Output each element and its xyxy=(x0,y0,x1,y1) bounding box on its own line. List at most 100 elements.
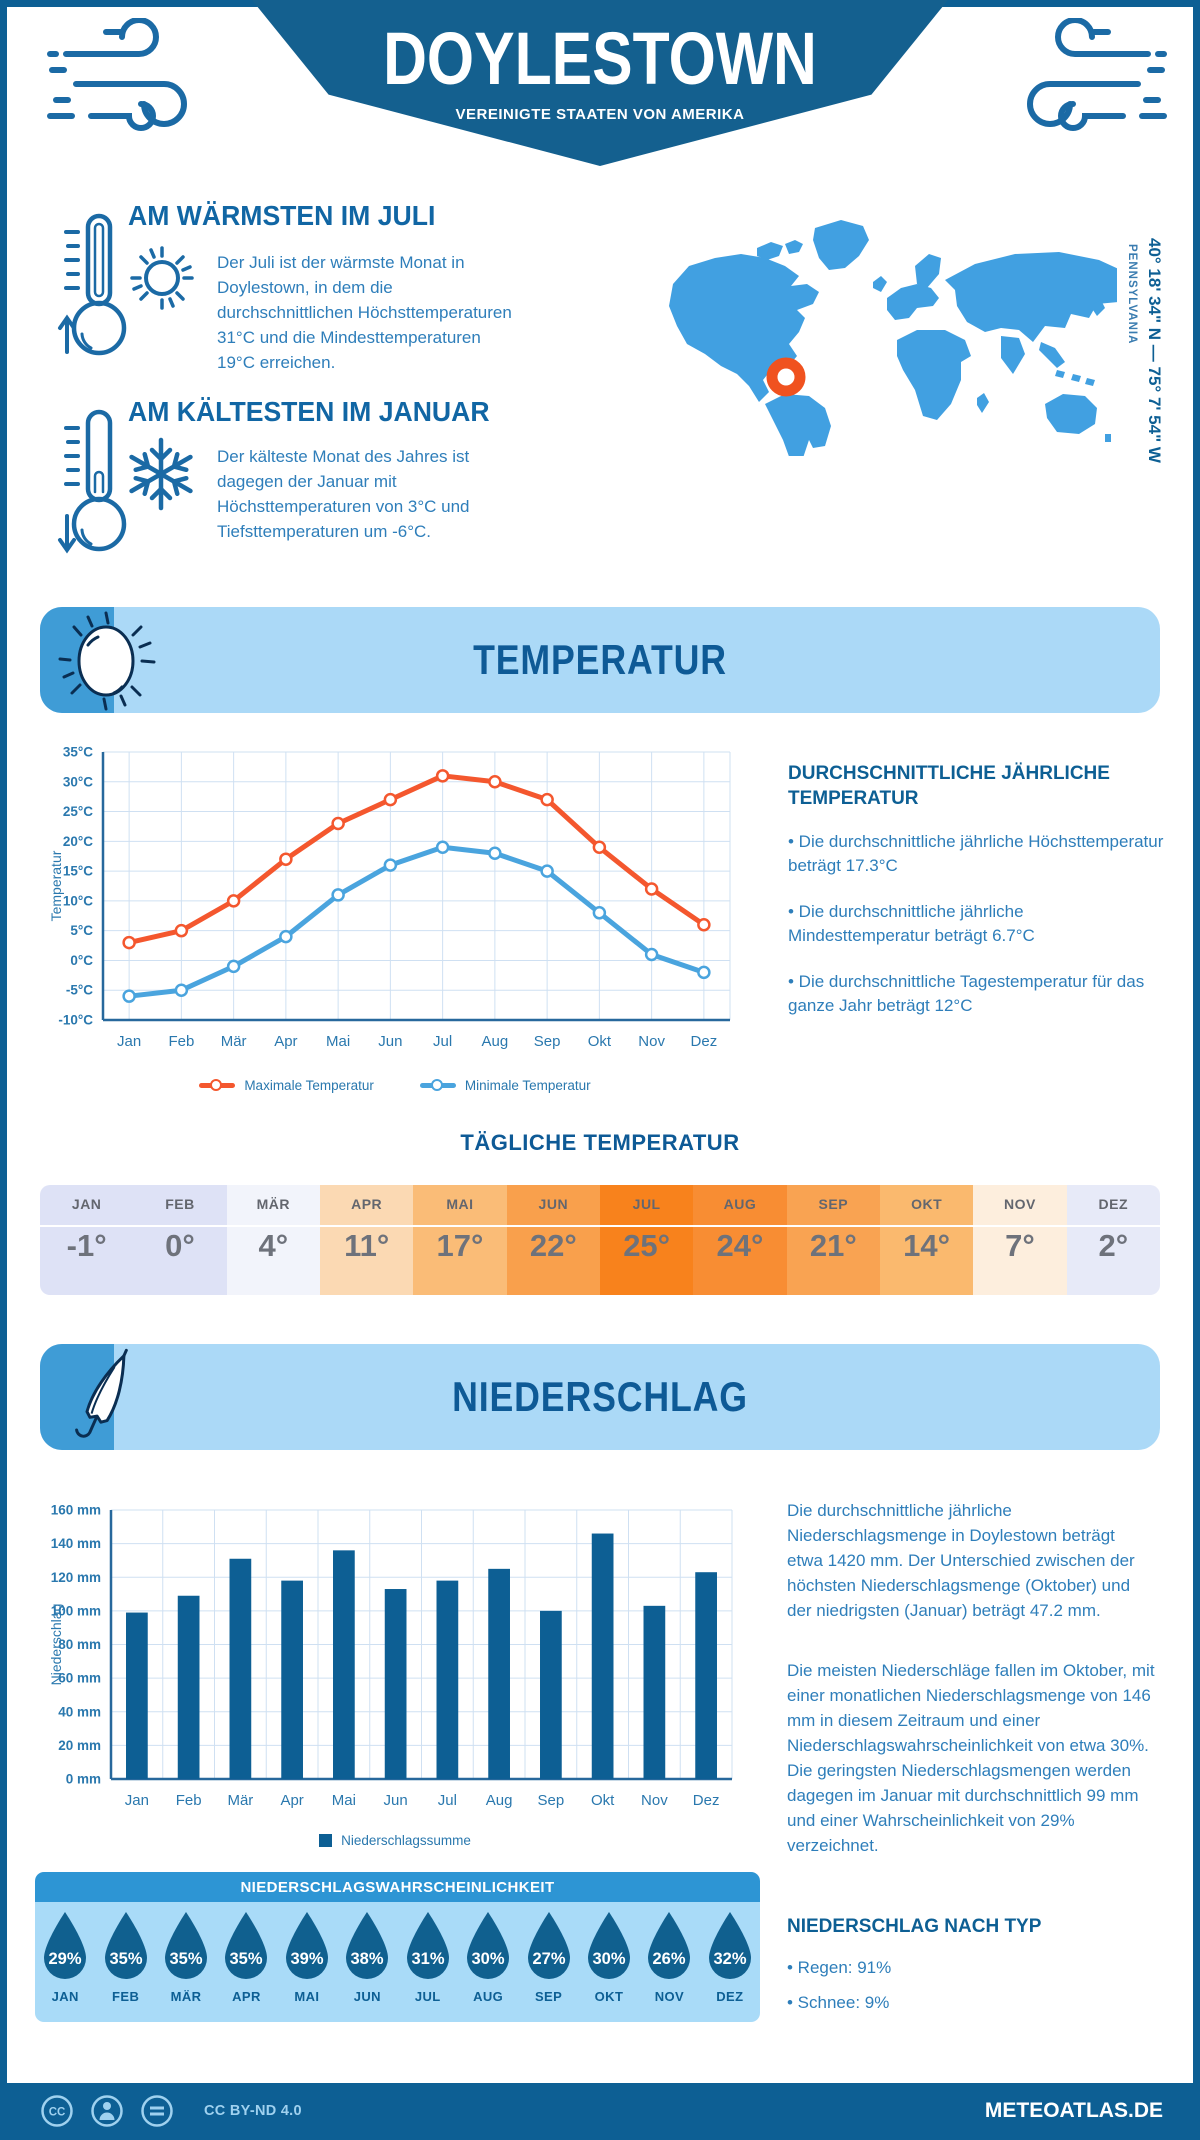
map-africa xyxy=(897,330,971,420)
probability-month-label: OKT xyxy=(594,1989,624,2004)
raindrop-icon: 35% xyxy=(225,1912,268,1979)
temperature-chart-legend: Maximale Temperatur Minimale Temperatur xyxy=(45,1078,745,1093)
page-border-left xyxy=(0,0,7,2140)
y-tick-label: 5°C xyxy=(70,923,93,938)
daily-cell-okt: OKT 14° xyxy=(879,1185,974,1295)
bar-Jul xyxy=(436,1580,459,1779)
bar-Mär xyxy=(229,1558,252,1779)
no-derivatives-icon xyxy=(141,2095,173,2127)
daily-month-label: MÄR xyxy=(256,1196,291,1212)
data-point-Jan xyxy=(122,935,136,950)
precipitation-section-title: NIEDERSCHLAG xyxy=(452,1373,748,1420)
data-point-Nov xyxy=(644,882,659,896)
data-point-Jul xyxy=(435,840,450,855)
daily-month-label: JUN xyxy=(538,1196,569,1212)
daily-cell-mai: MAI 17° xyxy=(413,1185,507,1295)
bar-Nov xyxy=(643,1605,666,1779)
data-point-Apr xyxy=(279,852,293,866)
x-tick-label: Feb xyxy=(168,1033,194,1050)
world-map xyxy=(669,220,1117,456)
x-tick-label: Mär xyxy=(227,1792,253,1809)
probability-dez: 32% DEZ xyxy=(700,1902,760,2022)
probability-jan: 29% JAN xyxy=(35,1902,95,2022)
region-label: PENNSYLVANIA xyxy=(1126,244,1138,345)
data-point-Sep xyxy=(540,864,554,878)
footer: CC CC BY-ND 4.0 METEOATLAS.DE xyxy=(0,2083,1200,2140)
map-arctic-islands xyxy=(757,240,803,260)
annual-temperature-heading: DURCHSCHNITTLICHE JÄHRLICHE TEMPERATUR xyxy=(788,763,1110,809)
data-point-Jul xyxy=(435,769,450,783)
daily-temp-value: 17° xyxy=(436,1228,484,1263)
map-se-asia xyxy=(1039,342,1065,368)
data-point-Mär xyxy=(226,959,241,974)
attribution-person-icon xyxy=(91,2095,123,2127)
y-tick-label: 35°C xyxy=(63,745,93,760)
probability-month-label: NOV xyxy=(654,1989,685,2004)
probability-okt: 30% OKT xyxy=(579,1902,639,2022)
probability-value: 32% xyxy=(713,1950,746,1968)
daily-month-label: JAN xyxy=(71,1196,102,1212)
probability-jul: 31% JUL xyxy=(398,1902,458,2022)
daily-cell-dez: DEZ 2° xyxy=(1066,1185,1160,1295)
legend-item: Niederschlagssumme xyxy=(319,1833,471,1848)
temperature-section-title: TEMPERATUR xyxy=(473,636,727,683)
daily-temp-value: 24° xyxy=(716,1228,764,1263)
data-point-Jun xyxy=(383,858,398,872)
data-point-Aug xyxy=(488,775,502,789)
legend-label: Niederschlagssumme xyxy=(341,1833,471,1848)
x-tick-label: Okt xyxy=(588,1033,612,1050)
x-tick-label: Mär xyxy=(221,1033,247,1050)
x-tick-label: Aug xyxy=(482,1033,509,1050)
data-point-Nov xyxy=(644,947,659,962)
data-point-Feb xyxy=(174,983,189,997)
map-madagascar xyxy=(977,393,989,413)
temperature-section-banner: TEMPERATUR xyxy=(40,607,1160,713)
thermometer-down-icon xyxy=(58,409,127,554)
page-subtitle: VEREINIGTE STAATEN VON AMERIKA xyxy=(455,106,745,123)
legend-label: Minimale Temperatur xyxy=(464,1078,591,1093)
data-point-Mär xyxy=(226,894,241,908)
data-point-Aug xyxy=(488,846,502,860)
probability-sep: 27% SEP xyxy=(518,1902,578,2022)
table-divider xyxy=(40,1225,1160,1227)
daily-cell-feb: FEB 0° xyxy=(133,1185,227,1295)
x-tick-label: Aug xyxy=(486,1792,513,1809)
probability-value: 39% xyxy=(290,1950,323,1968)
x-tick-label: Sep xyxy=(538,1792,565,1809)
probability-value: 35% xyxy=(109,1950,142,1968)
y-axis-title: Temperatur xyxy=(48,850,64,921)
y-tick-label: 15°C xyxy=(63,864,93,879)
y-tick-label: 0°C xyxy=(70,953,93,968)
thermometer-up-icon xyxy=(58,213,127,356)
type-rain: • Regen: 91% xyxy=(787,1958,892,1977)
probability-month-label: DEZ xyxy=(716,1989,744,2004)
precipitation-paragraph-1: Die durchschnittliche jährliche Niedersc… xyxy=(787,1501,1135,1620)
map-new-zealand xyxy=(1105,434,1111,442)
bar-Okt xyxy=(591,1533,614,1779)
probability-month-label: JAN xyxy=(51,1989,79,2004)
y-tick-label: 20°C xyxy=(63,834,93,849)
series-line xyxy=(126,773,707,946)
legend-item: Maximale Temperatur xyxy=(199,1078,374,1093)
raindrop-icon: 27% xyxy=(527,1912,570,1979)
annual-bullet-min: • Die durchschnittliche jährliche Mindes… xyxy=(788,902,1035,945)
x-tick-label: Jun xyxy=(384,1792,408,1809)
x-tick-label: Feb xyxy=(176,1792,202,1809)
series-line xyxy=(126,844,707,999)
x-tick-label: Sep xyxy=(534,1033,561,1050)
x-tick-label: Jun xyxy=(378,1033,402,1050)
location-marker xyxy=(766,357,806,397)
bar-Mai xyxy=(333,1550,355,1779)
probability-month-label: JUN xyxy=(353,1989,381,2004)
legend-item: Minimale Temperatur xyxy=(419,1078,591,1093)
data-point-Okt xyxy=(592,840,607,855)
daily-cell-jan: JAN -1° xyxy=(40,1185,134,1295)
map-asia xyxy=(945,252,1117,342)
daily-temp-value: 25° xyxy=(623,1228,671,1263)
raindrop-icon: 29% xyxy=(44,1912,87,1979)
daily-temp-value: 2° xyxy=(1098,1228,1129,1263)
daily-temp-value: 22° xyxy=(529,1228,577,1263)
raindrop-icon: 35% xyxy=(165,1912,208,1979)
probability-value: 26% xyxy=(653,1950,686,1968)
